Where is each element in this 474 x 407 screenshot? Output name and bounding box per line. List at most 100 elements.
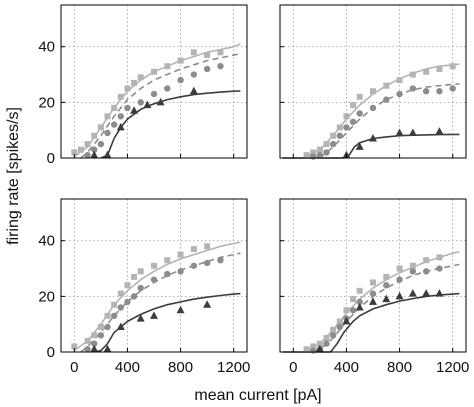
data-point-circle [449, 85, 456, 92]
data-point-square [104, 113, 111, 120]
data-point-circle [383, 96, 390, 103]
data-point-square [409, 262, 416, 269]
x-tick-label: 0 [70, 359, 78, 376]
data-point-square [323, 141, 330, 148]
data-point-triangle [189, 86, 198, 95]
panel-top-left: 0 20 40 [38, 4, 248, 167]
data-point-square [117, 93, 124, 100]
data-point-square [409, 71, 416, 78]
data-point-triangle [156, 97, 165, 106]
panel-top-right [279, 4, 467, 160]
data-point-square [177, 251, 184, 258]
data-point-circle [130, 293, 138, 300]
y-tick-label: 20 [38, 288, 55, 305]
data-point-square [204, 243, 211, 250]
data-point-circle [84, 152, 91, 159]
data-point-square [77, 146, 84, 153]
data-point-circle [203, 65, 211, 73]
data-point-square [336, 318, 343, 325]
data-point-square [336, 124, 343, 131]
data-point-circle [84, 346, 91, 353]
data-point-square [330, 326, 337, 333]
data-point-square [350, 102, 357, 109]
data-point-square [177, 57, 184, 64]
data-point-square [436, 254, 443, 261]
data-point-square [350, 296, 357, 303]
data-point-triangle [203, 300, 212, 308]
data-point-square [91, 332, 98, 339]
data-point-circle [310, 347, 317, 354]
data-point-square [383, 273, 390, 280]
fit-curve-mid [80, 52, 241, 159]
data-point-circle [97, 332, 105, 339]
data-point-circle [104, 323, 111, 331]
data-point-circle [164, 270, 171, 278]
data-point-triangle [315, 344, 324, 353]
data-point-circle [137, 99, 144, 106]
x-tick-label: 800 [168, 359, 193, 376]
data-point-triangle [435, 127, 444, 135]
data-point-circle [110, 312, 118, 320]
data-point-square [190, 49, 197, 56]
fit-curve-mid [319, 83, 460, 159]
data-point-triangle [395, 128, 404, 136]
data-point-circle [203, 259, 211, 267]
fit-curve-light [306, 63, 460, 158]
data-point-triangle [116, 122, 125, 131]
data-point-square [343, 307, 350, 314]
data-point-square [370, 88, 376, 95]
data-point-triangle [408, 289, 417, 297]
data-point-triangle [382, 294, 391, 303]
data-point-square [370, 279, 376, 286]
y-tick-label: 0 [47, 344, 55, 361]
data-point-circle [396, 276, 403, 283]
data-point-triangle [369, 297, 377, 305]
data-point-triangle [435, 289, 444, 297]
fit-curve-dark [100, 90, 241, 159]
data-point-circle [190, 71, 198, 78]
data-point-circle [436, 265, 443, 272]
data-point-square [190, 246, 197, 253]
data-point-circle [117, 304, 124, 311]
data-point-circle [422, 268, 430, 275]
data-point-square [423, 257, 430, 264]
data-point-circle [329, 140, 337, 148]
data-point-circle [217, 257, 224, 264]
y-tick-label: 20 [38, 94, 55, 111]
data-point-circle [316, 152, 324, 159]
data-point-triangle [116, 322, 125, 330]
data-point-triangle [355, 302, 364, 311]
data-point-triangle [150, 311, 158, 319]
data-point-circle [422, 88, 430, 95]
data-point-square [111, 301, 118, 308]
data-point-square [71, 343, 78, 350]
data-point-square [316, 146, 323, 153]
fit-curve-light [73, 241, 241, 352]
data-point-circle [356, 110, 363, 117]
data-point-square [91, 132, 98, 139]
data-point-circle [150, 90, 158, 98]
data-point-circle [150, 276, 158, 283]
data-point-square [396, 265, 403, 272]
x-axis-label: mean current [pA] [194, 387, 321, 404]
data-point-square [137, 268, 144, 275]
data-point-square [356, 287, 363, 294]
data-point-triangle [342, 316, 351, 325]
data-point-triangle [369, 134, 377, 142]
data-point-square [97, 124, 104, 131]
data-point-circle [310, 153, 317, 160]
data-point-square [164, 63, 171, 70]
data-point-square [84, 141, 91, 148]
x-tick-label: 1200 [436, 359, 469, 376]
data-point-triangle [143, 100, 152, 109]
data-point-circle [349, 118, 357, 126]
x-tick-label: 800 [387, 359, 412, 376]
fit-curve-dark [94, 292, 241, 353]
data-point-triangle [103, 344, 112, 353]
data-point-triangle [90, 344, 99, 353]
data-point-triangle [136, 314, 145, 322]
data-point-circle [336, 323, 343, 331]
data-point-circle [217, 62, 224, 70]
data-point-circle [409, 85, 417, 92]
data-point-square [124, 85, 131, 92]
